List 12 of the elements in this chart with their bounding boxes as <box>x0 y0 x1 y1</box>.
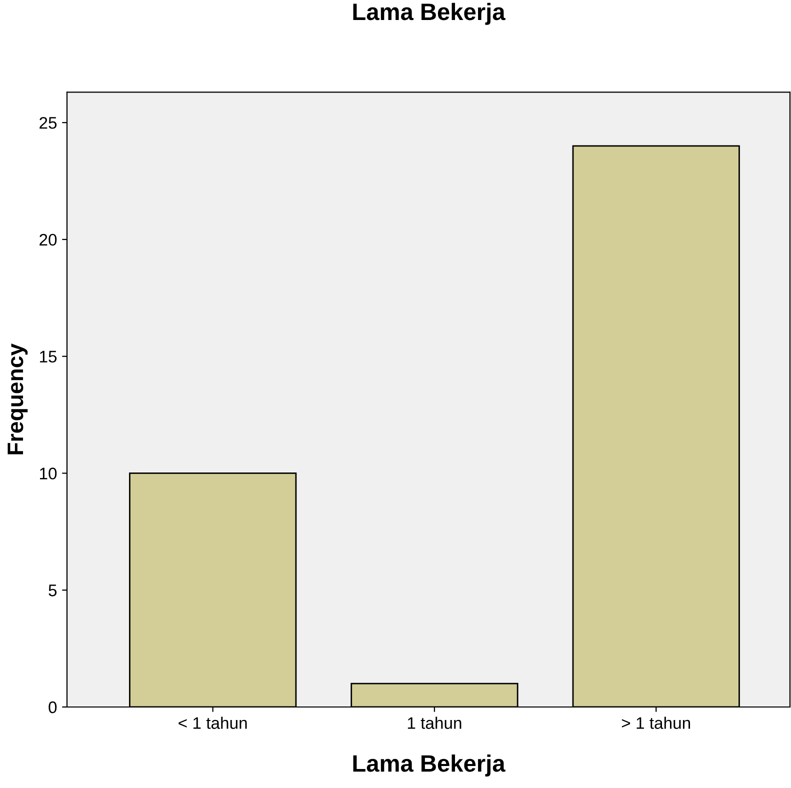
x-tick-label: > 1 tahun <box>622 716 690 729</box>
y-tick-label: 10 <box>40 468 57 480</box>
y-axis-title: Frequency <box>8 344 28 454</box>
x-tick-label: < 1 tahun <box>178 716 247 729</box>
y-tick-label: 25 <box>40 116 57 129</box>
y-tick-label: 5 <box>48 584 57 596</box>
x-axis-title: Lama Bekerja <box>353 754 506 776</box>
y-tick-label: 20 <box>40 234 57 246</box>
x-tick-label: 1 tahun <box>408 716 462 729</box>
y-tick-label: 15 <box>40 350 57 363</box>
y-tick-label: 0 <box>48 701 57 714</box>
chart-title: Lama Bekerja <box>353 2 506 25</box>
